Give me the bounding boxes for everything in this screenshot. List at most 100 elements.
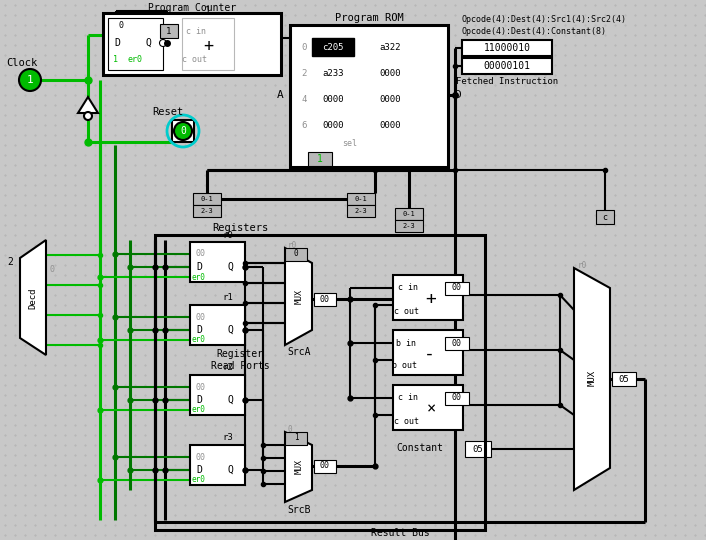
Text: r2: r2: [222, 363, 234, 373]
Text: 00: 00: [320, 294, 330, 303]
Text: Opcode(4):Dest(4):Constant(8): Opcode(4):Dest(4):Constant(8): [462, 26, 607, 36]
Text: Opcode(4):Dest(4):Src1(4):Src2(4): Opcode(4):Dest(4):Src1(4):Src2(4): [462, 16, 627, 24]
Bar: [612, 372, 636, 386]
Text: Fetched Instruction: Fetched Instruction: [456, 78, 558, 86]
Bar: [445, 337, 469, 350]
Text: er0: er0: [191, 476, 205, 484]
Text: +: +: [426, 290, 436, 308]
Text: Decd: Decd: [28, 287, 37, 309]
Text: Q: Q: [227, 395, 233, 405]
Bar: [312, 38, 354, 56]
Text: c in: c in: [398, 394, 418, 402]
Text: sel: sel: [342, 138, 357, 147]
Text: b out: b out: [392, 361, 417, 370]
Bar: [308, 152, 332, 166]
Text: r3: r3: [222, 434, 234, 442]
Bar: [193, 193, 221, 205]
Text: D: D: [196, 395, 202, 405]
Text: 1: 1: [27, 75, 33, 85]
Text: MUX: MUX: [294, 458, 304, 474]
Bar: [193, 205, 221, 217]
Bar: [395, 208, 423, 220]
Bar: [160, 24, 178, 38]
Text: 1: 1: [294, 434, 299, 442]
Text: 00: 00: [195, 249, 205, 259]
Circle shape: [160, 39, 167, 46]
Text: 0000: 0000: [322, 120, 344, 130]
Polygon shape: [574, 268, 610, 490]
Text: 05: 05: [472, 444, 484, 454]
Text: 0: 0: [180, 126, 186, 136]
Text: Clock: Clock: [6, 58, 37, 68]
Text: 0000: 0000: [379, 94, 401, 104]
Text: 05: 05: [618, 375, 629, 383]
Bar: [103, 13, 281, 75]
Text: 0: 0: [288, 424, 292, 434]
Text: Q: Q: [227, 262, 233, 272]
Text: D: D: [196, 325, 202, 335]
Text: r0: r0: [288, 240, 297, 249]
Bar: [108, 18, 163, 70]
Bar: [393, 330, 463, 375]
Text: 00: 00: [195, 382, 205, 392]
Text: 1: 1: [167, 26, 172, 36]
Bar: [596, 210, 614, 224]
Text: D: D: [455, 90, 462, 100]
Text: A: A: [277, 90, 283, 100]
Text: +: +: [203, 37, 213, 55]
Polygon shape: [20, 240, 46, 355]
Text: 00000101: 00000101: [484, 61, 530, 71]
Text: 00: 00: [195, 453, 205, 462]
Bar: [314, 293, 336, 306]
Text: Q: Q: [227, 325, 233, 335]
Text: 0-1: 0-1: [402, 211, 415, 217]
Text: 0: 0: [119, 22, 124, 30]
Bar: [393, 275, 463, 320]
Text: er0: er0: [128, 56, 143, 64]
Bar: [462, 58, 552, 74]
Bar: [285, 432, 307, 445]
Text: Constant: Constant: [397, 443, 443, 453]
Text: 2: 2: [7, 257, 13, 267]
Text: a233: a233: [322, 69, 344, 78]
Bar: [445, 282, 469, 295]
Bar: [190, 242, 245, 282]
Text: 0000: 0000: [379, 69, 401, 78]
Text: Program ROM: Program ROM: [335, 13, 403, 23]
Text: Register
Read Ports: Register Read Ports: [210, 349, 270, 371]
Text: a322: a322: [379, 43, 401, 51]
Text: Q: Q: [227, 465, 233, 475]
Text: MUX: MUX: [294, 289, 304, 305]
Text: D: D: [196, 262, 202, 272]
Bar: [290, 25, 448, 167]
Text: c in: c in: [398, 284, 418, 293]
Text: r0: r0: [222, 231, 234, 240]
Text: 2: 2: [301, 69, 306, 78]
Text: 2-3: 2-3: [354, 208, 367, 214]
Text: -: -: [424, 345, 434, 363]
Text: r1: r1: [222, 294, 234, 302]
Text: c: c: [602, 213, 607, 221]
Text: Program Counter: Program Counter: [148, 3, 236, 13]
Text: 00: 00: [195, 313, 205, 321]
Text: MUX: MUX: [587, 370, 597, 386]
Text: 1: 1: [205, 6, 211, 16]
Bar: [285, 248, 307, 261]
Text: c out: c out: [393, 416, 419, 426]
Bar: [462, 40, 552, 56]
Text: 2-3: 2-3: [201, 208, 213, 214]
Bar: [445, 392, 469, 405]
Text: 00: 00: [452, 394, 462, 402]
Text: D: D: [196, 465, 202, 475]
Bar: [172, 120, 194, 142]
Text: ×: ×: [426, 402, 436, 416]
Text: 00: 00: [320, 462, 330, 470]
Circle shape: [174, 122, 192, 140]
Bar: [155, 235, 485, 530]
Text: c205: c205: [322, 43, 344, 51]
Text: D: D: [114, 38, 120, 48]
Text: 4: 4: [301, 94, 306, 104]
Text: 0000: 0000: [379, 120, 401, 130]
Text: r0: r0: [578, 260, 587, 269]
Text: c out: c out: [182, 56, 208, 64]
